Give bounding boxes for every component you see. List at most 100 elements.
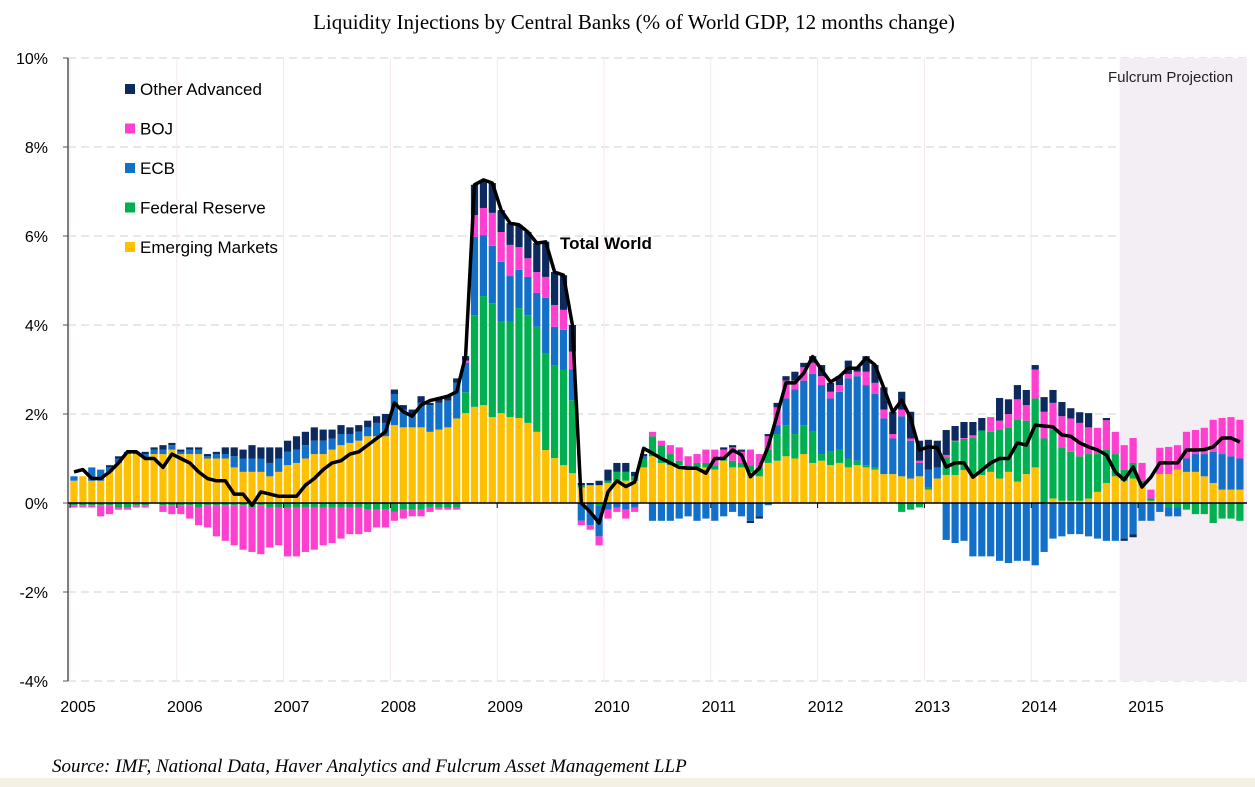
gridlines xyxy=(68,57,1247,682)
bar-federal-reserve xyxy=(408,503,416,510)
bar-emerging-markets xyxy=(301,458,309,503)
bar-other-advanced xyxy=(746,520,754,524)
bar-other-advanced xyxy=(301,431,309,446)
bar-emerging-markets xyxy=(1076,500,1084,503)
bar-ecb xyxy=(1031,503,1039,566)
bar-other-advanced xyxy=(559,275,568,310)
bar-boj xyxy=(203,505,212,528)
bar-ecb xyxy=(1120,503,1128,539)
x-tick-labels: 2005 2006 2007 2008 2009 2010 2011 2012 2013 2014… xyxy=(60,699,1164,716)
bar-emerging-markets xyxy=(951,474,959,503)
bar-boj xyxy=(1147,489,1155,499)
bar-other-advanced xyxy=(613,462,621,472)
bar-other-advanced xyxy=(212,451,220,455)
bar-federal-reserve xyxy=(907,503,915,510)
bar-emerging-markets xyxy=(907,478,915,503)
bar-boj xyxy=(533,272,541,293)
bar-federal-reserve xyxy=(800,425,808,455)
bar-ecb xyxy=(177,451,185,455)
bar-ecb xyxy=(1200,454,1208,477)
bar-ecb xyxy=(328,438,336,450)
bar-emerging-markets xyxy=(800,454,808,503)
bar-boj xyxy=(559,309,568,330)
bar-emerging-markets xyxy=(1209,482,1217,503)
bar-emerging-markets xyxy=(782,456,790,503)
bar-ecb xyxy=(408,414,416,428)
x-tick-label: 2013 xyxy=(915,699,951,716)
bar-emerging-markets xyxy=(1022,474,1030,503)
bar-boj xyxy=(1138,462,1146,481)
bar-federal-reserve xyxy=(203,503,212,506)
bar-boj xyxy=(168,505,176,515)
bar-ecb xyxy=(613,503,621,508)
bar-emerging-markets xyxy=(177,454,185,503)
bar-emerging-markets xyxy=(978,474,986,503)
legend-label: Emerging Markets xyxy=(140,238,278,257)
bar-federal-reserve xyxy=(195,503,203,508)
bar-other-advanced xyxy=(346,427,354,435)
bar-emerging-markets xyxy=(533,431,541,503)
bar-emerging-markets xyxy=(248,471,256,503)
bar-emerging-markets xyxy=(835,462,843,503)
bar-boj xyxy=(159,505,167,512)
bar-boj xyxy=(284,507,292,557)
bar-ecb xyxy=(533,292,541,327)
bar-other-advanced xyxy=(408,409,416,414)
bar-ecb xyxy=(1218,454,1226,490)
bar-emerging-markets xyxy=(435,429,443,503)
bar-emerging-markets xyxy=(711,469,719,503)
bar-other-advanced xyxy=(337,425,345,435)
bar-ecb xyxy=(346,434,354,443)
bar-ecb xyxy=(675,503,683,519)
bar-emerging-markets xyxy=(1067,500,1075,503)
bar-boj xyxy=(1218,418,1226,455)
bar-federal-reserve xyxy=(871,467,879,470)
bar-emerging-markets xyxy=(898,476,906,503)
bar-federal-reserve xyxy=(1058,447,1066,501)
bar-ecb xyxy=(568,369,576,401)
bar-emerging-markets xyxy=(364,436,372,503)
bar-emerging-markets xyxy=(479,405,487,503)
bar-emerging-markets xyxy=(1129,478,1137,503)
bar-boj xyxy=(141,505,149,508)
bar-other-advanced xyxy=(755,516,763,519)
bar-boj xyxy=(951,440,959,442)
bar-federal-reserve xyxy=(844,458,852,468)
bar-federal-reserve xyxy=(417,503,425,510)
y-tick-label: 10% xyxy=(16,51,48,68)
bar-ecb xyxy=(435,402,443,430)
bar-ecb xyxy=(364,427,372,437)
bar-ecb xyxy=(186,449,194,455)
bar-other-advanced xyxy=(862,356,870,372)
bar-emerging-markets xyxy=(284,465,292,503)
bar-boj xyxy=(221,505,229,541)
bar-boj xyxy=(257,505,265,555)
bar-federal-reserve xyxy=(773,434,781,461)
bar-federal-reserve xyxy=(1049,429,1057,499)
bar-emerging-markets xyxy=(488,417,496,503)
bar-emerging-markets xyxy=(524,422,532,503)
bar-federal-reserve xyxy=(915,503,924,508)
bar-federal-reserve xyxy=(515,308,523,419)
bar-federal-reserve xyxy=(328,503,336,508)
bar-boj xyxy=(319,507,327,546)
bar-emerging-markets xyxy=(1156,474,1164,503)
bar-ecb xyxy=(195,449,203,455)
legend-swatch xyxy=(125,84,135,94)
bar-federal-reserve xyxy=(506,321,514,418)
bar-ecb xyxy=(577,503,585,521)
bar-federal-reserve xyxy=(1111,454,1119,477)
bar-emerging-markets xyxy=(613,480,621,503)
bar-boj xyxy=(613,507,621,512)
bar-federal-reserve xyxy=(319,503,327,508)
bar-emerging-markets xyxy=(1013,481,1021,503)
bar-boj xyxy=(470,215,479,237)
bar-other-advanced xyxy=(319,429,327,441)
bar-emerging-markets xyxy=(141,458,149,503)
bar-boj xyxy=(1182,431,1191,459)
bar-federal-reserve xyxy=(97,503,105,506)
y-tick-label: -4% xyxy=(20,674,48,691)
bar-other-advanced xyxy=(907,411,915,439)
projection-label: Fulcrum Projection xyxy=(1108,69,1233,86)
